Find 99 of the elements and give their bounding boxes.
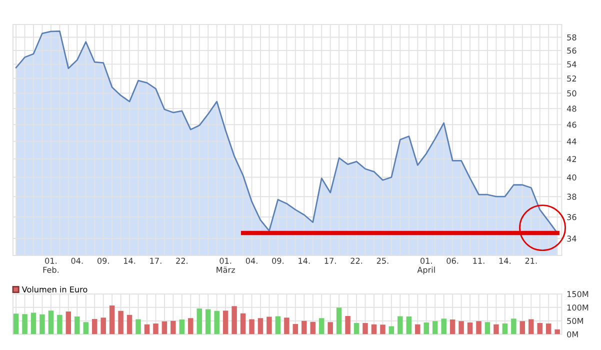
bar bbox=[100, 318, 106, 334]
x-tick-label: 01. April bbox=[417, 258, 435, 274]
bar bbox=[511, 318, 516, 334]
y-tick-label: 56 bbox=[567, 48, 576, 54]
x-tick-label: 25. bbox=[376, 258, 388, 264]
bar bbox=[109, 306, 115, 334]
bar bbox=[83, 322, 88, 334]
y-tick-label: 54 bbox=[567, 61, 576, 68]
bar bbox=[354, 322, 360, 334]
y-tick-label: 40 bbox=[566, 174, 576, 180]
bar bbox=[170, 320, 176, 334]
legend-label: Volumen in Euro bbox=[22, 286, 88, 292]
x-tick-label: 14. bbox=[499, 258, 510, 264]
bar bbox=[284, 318, 290, 334]
bar bbox=[214, 310, 220, 334]
bar bbox=[57, 314, 62, 334]
bar bbox=[546, 324, 552, 334]
bar bbox=[554, 329, 560, 334]
x-tick-label: 01. Feb. bbox=[43, 258, 58, 273]
x-tick-label: 21. bbox=[525, 258, 537, 264]
bar bbox=[398, 316, 403, 334]
x-tick-label: 17. bbox=[150, 258, 162, 264]
bar bbox=[205, 309, 211, 334]
bar bbox=[92, 318, 98, 334]
x-tick-label: 17. bbox=[324, 258, 336, 264]
bar bbox=[467, 322, 473, 334]
y-tick-label: 0M bbox=[567, 331, 578, 338]
y-tick-label: 48 bbox=[566, 106, 576, 112]
x-tick-label: 14. bbox=[124, 258, 136, 264]
bar bbox=[336, 308, 342, 334]
bar bbox=[310, 322, 316, 334]
bar bbox=[196, 308, 202, 334]
bar bbox=[450, 319, 456, 334]
x-tick-label: 04. bbox=[71, 258, 83, 264]
bar bbox=[266, 316, 272, 334]
bar bbox=[13, 314, 19, 334]
y-tick-label: 50 bbox=[567, 90, 576, 96]
bar bbox=[424, 322, 429, 334]
bar bbox=[528, 319, 534, 334]
bar bbox=[258, 318, 264, 334]
bar bbox=[222, 310, 228, 334]
x-tick-label: 01. März bbox=[216, 258, 235, 273]
x-tick-label: 06. bbox=[446, 258, 458, 264]
bar bbox=[153, 324, 158, 334]
bar bbox=[388, 326, 394, 334]
y-tick-label: 58 bbox=[567, 34, 576, 40]
bar bbox=[74, 316, 80, 334]
bar bbox=[48, 310, 54, 334]
bar bbox=[441, 318, 446, 334]
bar bbox=[118, 310, 124, 334]
y-tick-label: 36 bbox=[567, 214, 576, 220]
bar bbox=[66, 311, 72, 334]
bar bbox=[179, 319, 185, 334]
y-tick-label: 44 bbox=[566, 138, 576, 144]
y-tick-label: 34 bbox=[567, 236, 576, 242]
y-tick-label: 46 bbox=[566, 122, 576, 128]
y-tick-label: 100M bbox=[567, 304, 588, 311]
bar bbox=[30, 312, 36, 334]
bar bbox=[22, 314, 28, 334]
bar bbox=[415, 324, 420, 334]
bar bbox=[136, 319, 141, 334]
x-tick-label: 22. bbox=[350, 258, 362, 264]
bar bbox=[144, 324, 150, 334]
bar bbox=[458, 321, 464, 334]
bar bbox=[476, 321, 482, 334]
bar bbox=[126, 314, 132, 334]
bar bbox=[162, 321, 168, 334]
bar bbox=[292, 324, 298, 334]
bar bbox=[240, 313, 246, 334]
bar bbox=[249, 319, 254, 334]
bar bbox=[232, 306, 237, 334]
bar bbox=[380, 324, 386, 334]
bar bbox=[406, 316, 412, 334]
x-tick-label: 14. bbox=[298, 258, 310, 264]
bar bbox=[537, 322, 542, 334]
x-tick-label: 09. bbox=[97, 258, 109, 264]
x-tick-label: 09. bbox=[272, 258, 284, 264]
y-tick-label: 38 bbox=[567, 194, 576, 200]
bar bbox=[188, 318, 194, 334]
bar bbox=[345, 316, 350, 334]
y-tick-label: 52 bbox=[567, 76, 576, 82]
x-tick-label: 04. bbox=[246, 258, 258, 264]
y-tick-label: 50M bbox=[567, 318, 583, 324]
bar bbox=[302, 320, 307, 334]
x-tick-label: 22. bbox=[176, 258, 188, 264]
bar bbox=[371, 324, 377, 334]
y-tick-label: 42 bbox=[566, 156, 576, 162]
bar bbox=[318, 318, 324, 334]
bar bbox=[275, 316, 281, 334]
bar bbox=[328, 322, 333, 334]
y-tick-label: 150M bbox=[567, 291, 588, 298]
bar bbox=[362, 322, 368, 334]
x-tick-label: 11. bbox=[473, 258, 484, 264]
bar bbox=[40, 314, 45, 334]
bar bbox=[520, 321, 526, 334]
bar bbox=[494, 324, 499, 334]
bar bbox=[484, 322, 490, 334]
bar bbox=[502, 324, 508, 334]
bar bbox=[432, 321, 438, 334]
